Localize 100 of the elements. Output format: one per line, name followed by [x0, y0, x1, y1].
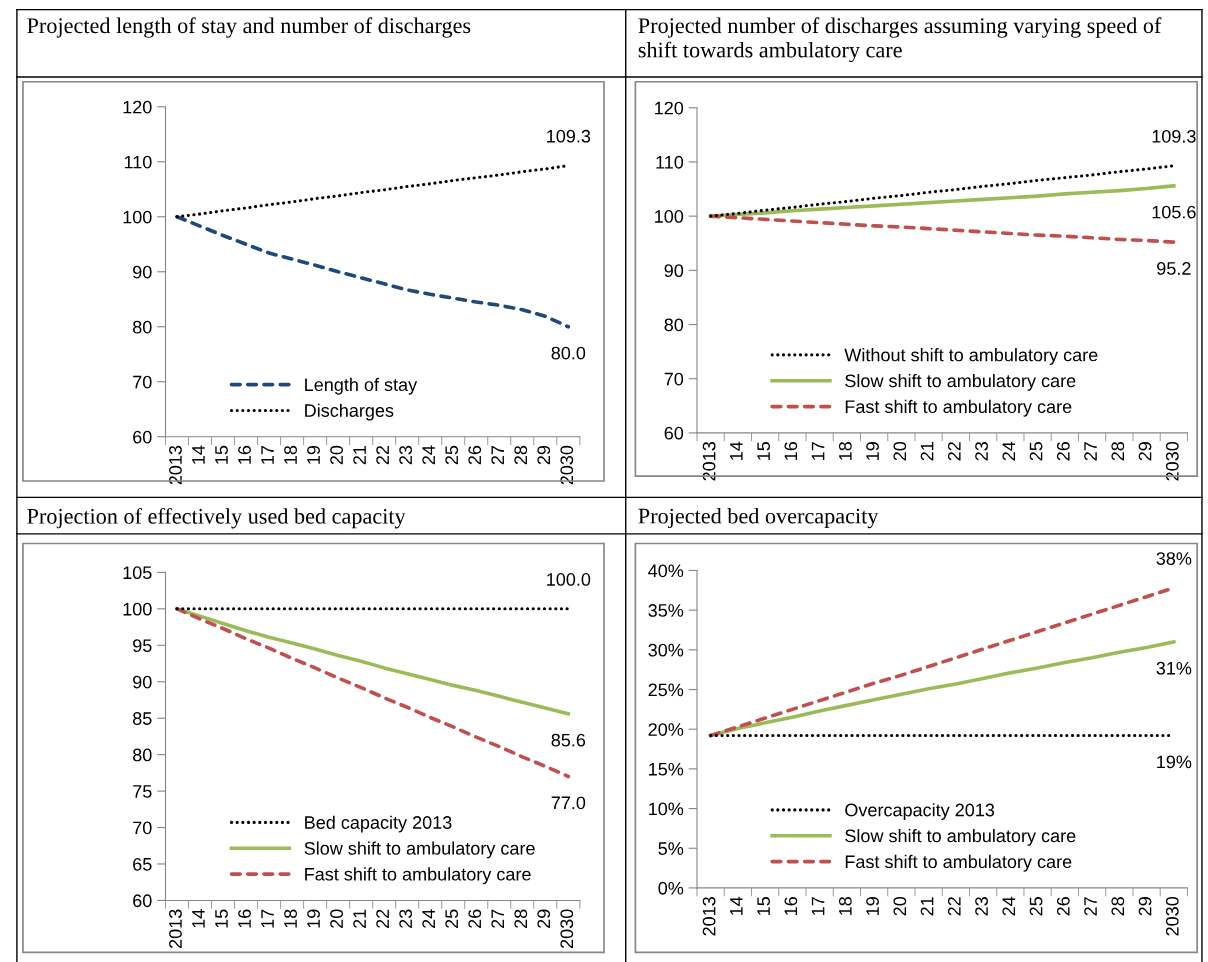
- chart-title: Projected number of discharges assuming varying speed of shift towards ambulatory care: [638, 17, 1162, 63]
- x-tick-label: 2030: [560, 909, 574, 949]
- y-tick-label: 100: [123, 210, 152, 224]
- x-tick-label: 14: [730, 896, 743, 915]
- x-tick-label: 27: [491, 445, 504, 465]
- x-tick-label: 27: [491, 909, 504, 928]
- x-tick-label: 25: [445, 909, 459, 928]
- legend-label: Without shift to ambulatory care: [844, 348, 1098, 365]
- x-tick-label: 16: [238, 909, 251, 928]
- x-tick-label: 24: [422, 445, 435, 465]
- y-tick-label: 120: [123, 100, 152, 114]
- x-tick-label: 14: [730, 441, 743, 460]
- y-tick-label: 110: [124, 155, 152, 169]
- x-tick-label: 19: [307, 909, 320, 928]
- line-series: [175, 607, 571, 716]
- data-label: 105.6: [1152, 205, 1196, 219]
- line-series: [175, 214, 571, 329]
- x-tick-label: 14: [192, 445, 205, 464]
- x-tick-label: 29: [537, 445, 551, 465]
- y-tick-label: 80: [133, 748, 152, 762]
- x-tick-label: 2013: [169, 445, 182, 485]
- y-tick-label: 15%: [649, 762, 684, 776]
- legend-label: Length of stay: [305, 377, 418, 395]
- y-tick-label: 30%: [648, 643, 684, 657]
- x-tick-label: 28: [514, 909, 528, 928]
- x-tick-label: 28: [1111, 897, 1125, 916]
- y-tick-label: 10%: [649, 802, 684, 816]
- y-tick-label: 100: [655, 210, 684, 223]
- y-tick-label: 70: [133, 375, 152, 389]
- x-tick-label: 23: [399, 909, 413, 928]
- y-tick-label: 20%: [648, 723, 684, 736]
- x-tick-label: 21: [353, 909, 366, 928]
- x-tick-label: 22: [376, 445, 389, 465]
- x-tick-label: 2030: [1165, 441, 1179, 481]
- x-tick-label: 29: [1138, 442, 1152, 461]
- y-tick-label: 60: [133, 894, 152, 908]
- x-tick-label: 26: [1056, 897, 1070, 916]
- x-tick-label: 22: [376, 909, 389, 928]
- y-tick-label: 70: [133, 821, 152, 835]
- data-label: 38%: [1156, 552, 1192, 565]
- y-tick-label: 0%: [658, 881, 684, 895]
- y-tick-label: 80: [133, 320, 152, 334]
- legend-label: Fast shift to ambulatory care: [845, 399, 1072, 417]
- x-tick-label: 2013: [169, 909, 182, 949]
- x-tick-label: 29: [537, 909, 551, 928]
- x-tick-label: 18: [838, 897, 852, 915]
- y-tick-label: 95: [133, 639, 152, 653]
- legend-label: Slow shift to ambulatory care: [845, 373, 1076, 391]
- x-tick-label: 15: [215, 909, 228, 928]
- y-tick-label: 90: [133, 675, 152, 689]
- data-label: 80.0: [551, 346, 586, 360]
- x-tick-label: 17: [261, 445, 274, 464]
- x-tick-label: 25: [1029, 897, 1043, 916]
- x-tick-label: 16: [784, 897, 798, 915]
- x-tick-label: 24: [422, 909, 435, 928]
- data-label: 109.3: [1152, 129, 1196, 143]
- y-tick-label: 110: [656, 155, 684, 169]
- x-tick-label: 19: [866, 897, 879, 915]
- x-tick-label: 26: [468, 909, 482, 928]
- y-tick-label: 25%: [648, 683, 684, 697]
- x-tick-label: 20: [330, 909, 343, 928]
- legend-label: Discharges: [305, 403, 394, 421]
- x-tick-label: 20: [893, 896, 907, 916]
- x-tick-label: 28: [514, 445, 528, 465]
- data-label: 77.0: [551, 796, 586, 810]
- x-tick-label: 23: [975, 442, 988, 461]
- x-tick-label: 26: [468, 445, 482, 465]
- legend-label: Bed capacity 2013: [305, 815, 452, 833]
- x-tick-label: 18: [284, 445, 297, 464]
- x-tick-label: 27: [1084, 442, 1097, 461]
- x-tick-label: 25: [445, 445, 459, 465]
- x-tick-label: 2013: [702, 442, 716, 481]
- x-tick-label: 15: [215, 445, 228, 464]
- x-tick-label: 16: [784, 442, 798, 460]
- data-label: 100.0: [547, 573, 591, 586]
- x-tick-label: 23: [399, 445, 413, 465]
- x-tick-label: 14: [192, 909, 205, 928]
- y-tick-label: 35%: [648, 604, 684, 617]
- x-tick-label: 21: [920, 897, 934, 916]
- y-tick-label: 65: [133, 857, 152, 871]
- x-tick-label: 17: [261, 909, 274, 928]
- x-tick-label: 2030: [1165, 896, 1179, 936]
- y-tick-label: 100: [123, 602, 152, 616]
- legend-label: Fast shift to ambulatory care: [305, 867, 531, 885]
- legend-label: Overcapacity 2013: [845, 803, 995, 820]
- legend-label: Fast shift to ambulatory care: [845, 854, 1072, 872]
- x-tick-label: 26: [1056, 442, 1070, 461]
- x-tick-label: 20: [893, 441, 907, 461]
- y-tick-label: 60: [664, 426, 684, 440]
- y-tick-label: 90: [133, 265, 152, 279]
- x-tick-label: 19: [866, 442, 879, 460]
- data-label: 31%: [1156, 661, 1192, 675]
- x-tick-label: 23: [975, 897, 988, 916]
- y-tick-label: 5%: [658, 842, 684, 855]
- x-tick-label: 22: [947, 897, 961, 916]
- chart-title: Projected length of stay and number of discharges: [27, 17, 471, 38]
- x-tick-label: 21: [920, 442, 934, 461]
- x-tick-label: 21: [353, 445, 366, 465]
- x-tick-label: 20: [330, 445, 343, 465]
- x-tick-label: 17: [811, 897, 825, 915]
